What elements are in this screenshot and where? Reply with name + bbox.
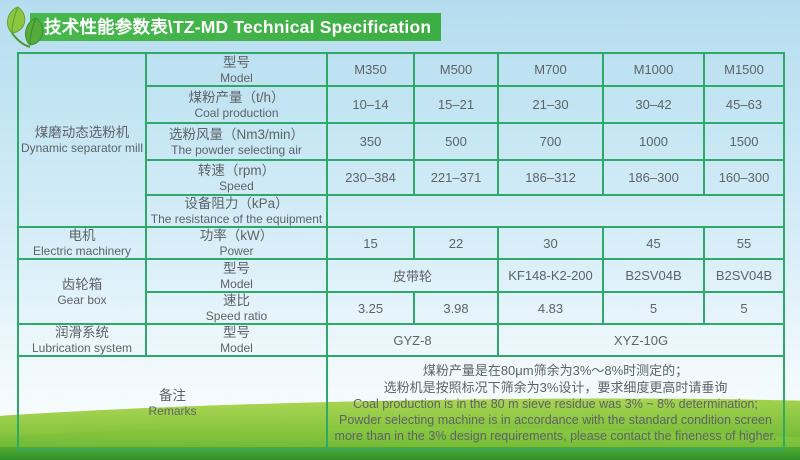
remarks-zh-line2: 选粉机是按照标况下筛余为3%设计，要求细度更高时请垂询 [383,380,728,395]
row-air: 选粉风量（Nm3/min） The powder selecting air 3… [18,122,785,161]
group-remarks: 备注 Remarks [17,355,328,451]
row-coal-production: 煤粉产量（t/h） Coal production 10–14 15–21 21… [18,85,785,124]
model-m700: M700 [497,52,604,87]
remarks-text: 煤粉产量是在80μm筛余为3%～8%时测定的； 选粉机是按照标况下筛余为3%设计… [326,355,785,451]
group-separator-en: Dynamic separator mill [20,141,144,155]
param-air: 选粉风量（Nm3/min） The powder selecting air [145,122,328,161]
value-cell: 1500 [703,122,785,161]
value-cell: 5 [703,291,785,325]
row-power: 电机 Electric machinery 功率（kW） Power 15 22… [17,226,785,260]
spec-table: 煤磨动态选粉机 Dynamic separator mill 型号 Model … [17,52,785,451]
param-gearbox-model: 型号 Model [145,258,328,293]
value-cell: 30–42 [602,85,705,124]
value-cell: 700 [497,122,604,161]
row-resistance: 设备阻力（kPa） The resistance of the equipmen… [18,194,785,228]
value-resistance-empty [326,194,785,228]
row-model: 煤磨动态选粉机 Dynamic separator mill 型号 Model … [17,52,785,228]
value-cell: B2SV04B [602,258,705,293]
value-cell: KF148-K2-200 [497,258,604,293]
param-speed-ratio: 速比 Speed ratio [145,291,328,325]
value-cell: 186–312 [497,159,604,196]
value-cell: 186–300 [602,159,705,196]
param-resistance: 设备阻力（kPa） The resistance of the equipmen… [145,194,328,228]
remarks-zh-line1: 煤粉产量是在80μm筛余为3%～8%时测定的； [422,363,689,378]
value-cell: 3.25 [326,291,415,325]
value-cell: 5 [602,291,705,325]
group-motor: 电机 Electric machinery [17,226,147,260]
value-cell: 350 [326,122,415,161]
value-cell: 230–384 [326,159,415,196]
row-lubrication: 润滑系统 Lubrication system 型号 Model GYZ-8 X… [17,323,785,357]
value-cell: 45–63 [703,85,785,124]
value-cell: 1000 [602,122,705,161]
group-separator-zh: 煤磨动态选粉机 [34,125,130,140]
page-title: 技术性能参数表\TZ-MD Technical Specification [30,13,441,41]
value-cell: B2SV04B [703,258,785,293]
remarks-en-line2: Powder selecting machine is in accordanc… [334,413,777,443]
remarks-en-line1: Coal production is in the 80 m sieve res… [353,397,758,411]
value-cell: 55 [703,226,785,260]
leaf-icon [6,6,44,48]
value-cell: 45 [602,226,705,260]
value-cell: 15 [326,226,415,260]
value-cell: 15–21 [413,85,499,124]
value-cell: 500 [413,122,499,161]
param-power: 功率（kW） Power [145,226,328,260]
row-speed: 转速（rpm） Speed 230–384 221–371 186–312 18… [18,159,785,196]
group-separator: 煤磨动态选粉机 Dynamic separator mill [17,52,147,228]
value-cell: 160–300 [703,159,785,196]
param-lubrication-model: 型号 Model [145,323,328,357]
value-lub-gyz8: GYZ-8 [326,323,499,357]
value-cell: 3.98 [413,291,499,325]
param-speed: 转速（rpm） Speed [145,159,328,196]
model-m1500: M1500 [703,52,785,87]
model-m350: M350 [326,52,415,87]
value-cell: 22 [413,226,499,260]
row-remarks: 备注 Remarks 煤粉产量是在80μm筛余为3%～8%时测定的； 选粉机是按… [17,355,785,451]
value-cell: 10–14 [326,85,415,124]
param-model: 型号 Model [145,52,328,87]
group-gearbox: 齿轮箱 Gear box [17,258,147,325]
model-m500: M500 [413,52,499,87]
row-speed-ratio: 速比 Speed ratio 3.25 3.98 4.83 5 5 [18,291,785,325]
value-cell: 221–371 [413,159,499,196]
row-gearbox-model: 齿轮箱 Gear box 型号 Model 皮带轮 KF148-K2-200 B… [17,258,785,325]
group-lubrication: 润滑系统 Lubrication system [17,323,147,357]
value-gearbox-belt: 皮带轮 [326,258,499,293]
value-cell: 4.83 [497,291,604,325]
param-coal-production: 煤粉产量（t/h） Coal production [145,85,328,124]
value-cell: 21–30 [497,85,604,124]
value-lub-xyz10g: XYZ-10G [497,323,785,357]
model-m1000: M1000 [602,52,705,87]
grass-base [0,447,800,460]
value-cell: 30 [497,226,604,260]
